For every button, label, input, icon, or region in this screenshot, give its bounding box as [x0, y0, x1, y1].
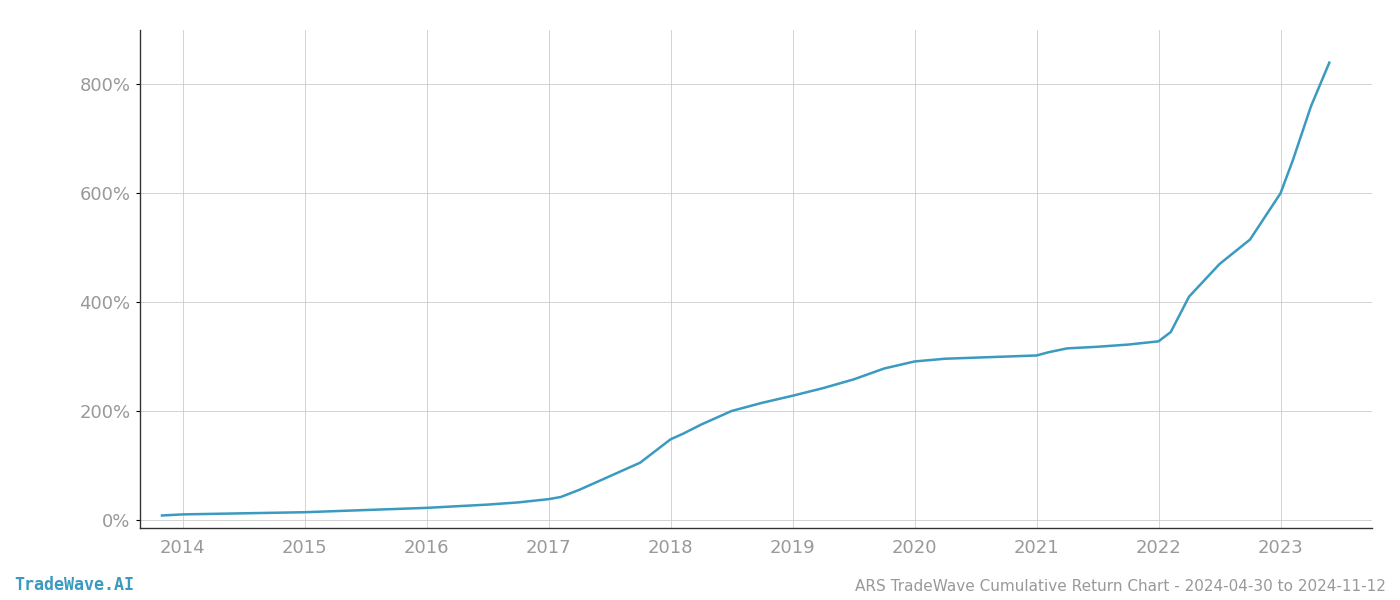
Text: TradeWave.AI: TradeWave.AI [14, 576, 134, 594]
Text: ARS TradeWave Cumulative Return Chart - 2024-04-30 to 2024-11-12: ARS TradeWave Cumulative Return Chart - … [855, 579, 1386, 594]
